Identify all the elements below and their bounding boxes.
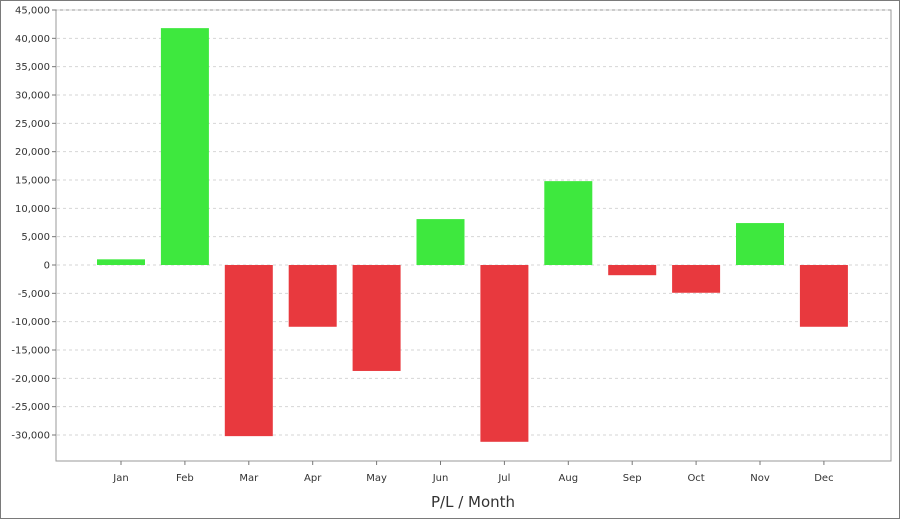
- x-tick-label: Mar: [239, 473, 259, 484]
- y-tick-label: 0: [44, 261, 50, 272]
- x-tick-label: Jan: [112, 473, 128, 484]
- y-tick-label: 25,000: [15, 119, 50, 130]
- y-tick-label: 20,000: [15, 147, 50, 158]
- y-tick-label: -15,000: [11, 346, 50, 357]
- bar-jun: [416, 219, 465, 265]
- x-tick-label: May: [366, 473, 387, 484]
- y-tick-label: -25,000: [11, 402, 50, 413]
- bar-mar: [224, 265, 273, 437]
- x-tick-label: Oct: [687, 473, 704, 484]
- y-tick-label: 45,000: [15, 6, 50, 17]
- x-axis-ticks: Jan Feb Mar Apr May Jun Jul Aug Sep Oct Nov Dec: [112, 461, 834, 484]
- bar-jan: [97, 259, 145, 265]
- x-axis-title: P/L / Month: [431, 493, 515, 511]
- x-tick-label: Nov: [750, 473, 770, 484]
- y-tick-label: 35,000: [15, 62, 50, 73]
- y-tick-label: 10,000: [15, 204, 50, 215]
- x-tick-label: Feb: [176, 473, 194, 484]
- bar-apr: [288, 265, 337, 327]
- bar-nov: [736, 223, 784, 265]
- bar-dec: [799, 265, 848, 327]
- y-axis-ticks: 45,000 40,000 35,000 30,000 25,000 20,000 15,0…: [11, 6, 56, 442]
- x-tick-label: Dec: [814, 473, 833, 484]
- y-tick-label: -5,000: [18, 289, 50, 300]
- x-tick-label: Jun: [432, 473, 449, 484]
- bars: [97, 28, 848, 442]
- x-tick-label: Sep: [623, 473, 642, 484]
- y-tick-label: 30,000: [15, 91, 50, 102]
- y-tick-label: -20,000: [11, 374, 50, 385]
- bar-sep: [608, 265, 657, 276]
- bar-aug: [544, 181, 593, 265]
- bar-feb: [160, 28, 209, 266]
- y-tick-label: 5,000: [21, 232, 50, 243]
- y-tick-label: -10,000: [11, 317, 50, 328]
- x-tick-label: Aug: [559, 473, 579, 484]
- x-tick-label: Jul: [497, 473, 510, 484]
- bar-may: [352, 265, 401, 371]
- bar-jul: [480, 265, 529, 442]
- y-tick-label: -30,000: [11, 431, 50, 442]
- bar-oct: [672, 265, 721, 293]
- y-tick-label: 15,000: [15, 176, 50, 187]
- y-tick-label: 40,000: [15, 34, 50, 45]
- x-tick-label: Apr: [304, 473, 322, 484]
